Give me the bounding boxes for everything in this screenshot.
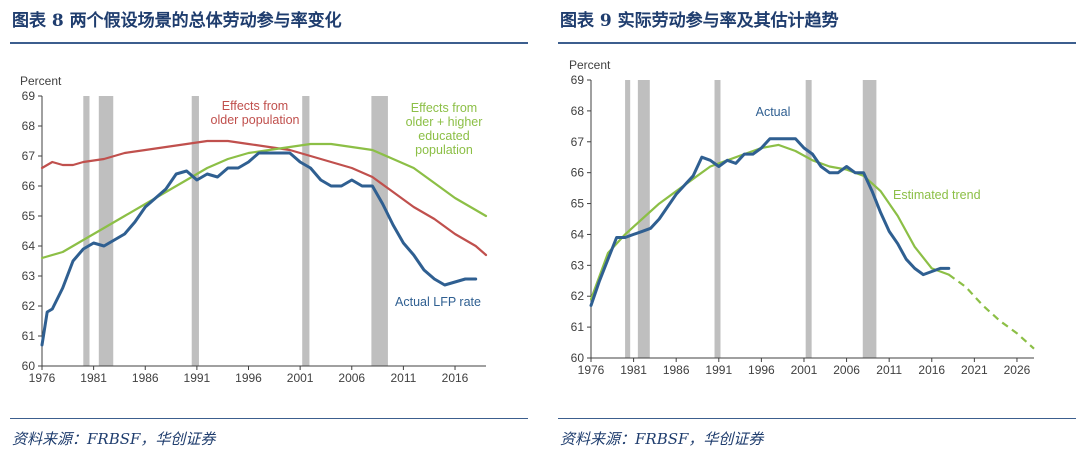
x-tick-label: 2001 <box>287 371 314 385</box>
y-tick-label: 68 <box>571 104 585 118</box>
figure-8-source: 资料来源：FRBSF，华创证券 <box>12 430 216 448</box>
series-label-higher: educated <box>418 129 469 143</box>
figure-9-chart: Percent 60 61 62 63 64 65 66 67 68 69 1976 1981 1986 1… <box>569 58 1035 377</box>
y-tick-label: 68 <box>22 119 36 133</box>
series-label-higher: population <box>415 143 473 157</box>
recession-bar <box>98 96 114 366</box>
x-tick-label: 2006 <box>833 363 860 377</box>
series-projection-trend <box>948 273 1035 350</box>
x-tick-label: 1991 <box>184 371 211 385</box>
series-line-actual <box>40 151 478 347</box>
recession-bar <box>625 80 631 358</box>
y-tick-label: 69 <box>22 89 36 103</box>
recession-bar <box>637 80 650 358</box>
series-label-trend: Estimated trend <box>893 188 981 202</box>
recession-bar <box>862 80 877 358</box>
y-tick-label: 62 <box>571 289 585 303</box>
x-tick-label: 1991 <box>705 363 732 377</box>
series-label-higher: older + higher <box>406 115 483 129</box>
x-tick-label: 2016 <box>918 363 945 377</box>
y-tick-label: 69 <box>571 73 585 87</box>
series-label-actual: Actual LFP rate <box>395 295 481 309</box>
recession-bar <box>805 80 812 358</box>
y-tick-label: 64 <box>571 227 585 241</box>
figure-8-bottom-rule <box>10 418 528 419</box>
x-tick-label: 1981 <box>620 363 647 377</box>
x-tick-label: 1996 <box>235 371 262 385</box>
series-label-actual: Actual <box>756 105 791 119</box>
x-tick-label: 2016 <box>442 371 469 385</box>
figure-8-chart: Percent 60 61 62 63 64 65 66 67 68 69 1976 1981 1986 1… <box>20 74 488 385</box>
x-tick-label: 1976 <box>578 363 605 377</box>
recession-bar <box>371 96 388 366</box>
x-tick-label: 1981 <box>80 371 107 385</box>
series-line-trend <box>589 143 950 301</box>
y-tick-label: 67 <box>22 149 36 163</box>
series-label-older: Effects from <box>222 99 288 113</box>
series-line-older <box>40 139 488 257</box>
y-tick-label: 61 <box>22 329 36 343</box>
x-tick-label: 2001 <box>791 363 818 377</box>
series-label-higher: Effects from <box>411 101 477 115</box>
y-tick-label: 64 <box>22 239 36 253</box>
y-tick-label: 62 <box>22 299 36 313</box>
series-label-older: older population <box>211 113 300 127</box>
y-tick-label: 60 <box>571 351 585 365</box>
y-tick-label: 66 <box>22 179 36 193</box>
y-tick-label: 63 <box>571 258 585 272</box>
x-tick-label: 2011 <box>876 363 902 377</box>
x-tick-label: 2011 <box>390 371 416 385</box>
series-line-higher <box>40 142 488 260</box>
figure-8-title: 图表 8 两个假设场景的总体劳动参与率变化 <box>12 11 342 31</box>
recession-bar <box>302 96 310 366</box>
figure-9-title: 图表 9 实际劳动参与率及其估计趋势 <box>560 11 839 31</box>
recession-bar <box>83 96 90 366</box>
x-tick-label: 1976 <box>29 371 56 385</box>
y-tick-label: 60 <box>22 359 36 373</box>
figure-9-bottom-rule <box>558 418 1076 419</box>
y-tick-label: 65 <box>22 209 36 223</box>
y-axis-label: Percent <box>569 58 611 72</box>
y-tick-label: 63 <box>22 269 36 283</box>
y-tick-label: 66 <box>571 166 585 180</box>
x-tick-label: 2006 <box>338 371 365 385</box>
x-tick-label: 1986 <box>132 371 159 385</box>
y-tick-label: 61 <box>571 320 585 334</box>
figure-9-source: 资料来源：FRBSF，华创证券 <box>560 430 764 448</box>
recession-bar <box>191 96 199 366</box>
recession-bar <box>714 80 721 358</box>
series-line-actual <box>589 137 951 307</box>
y-tick-label: 65 <box>571 197 585 211</box>
figure-9-panel: 图表 9 实际劳动参与率及其估计趋势 Percent 60 61 62 63 64 65 66… <box>548 0 1080 458</box>
figure-8-panel: 图表 8 两个假设场景的总体劳动参与率变化 Percent 60 61 62 63 64 6… <box>0 0 530 458</box>
x-tick-label: 2021 <box>961 363 988 377</box>
figure-8-top-rule <box>10 42 528 44</box>
y-axis-label: Percent <box>20 74 62 88</box>
y-tick-label: 67 <box>571 135 585 149</box>
x-tick-label: 1996 <box>748 363 775 377</box>
x-tick-label: 1986 <box>663 363 690 377</box>
x-tick-label: 2026 <box>1004 363 1031 377</box>
figure-9-top-rule <box>558 42 1076 44</box>
